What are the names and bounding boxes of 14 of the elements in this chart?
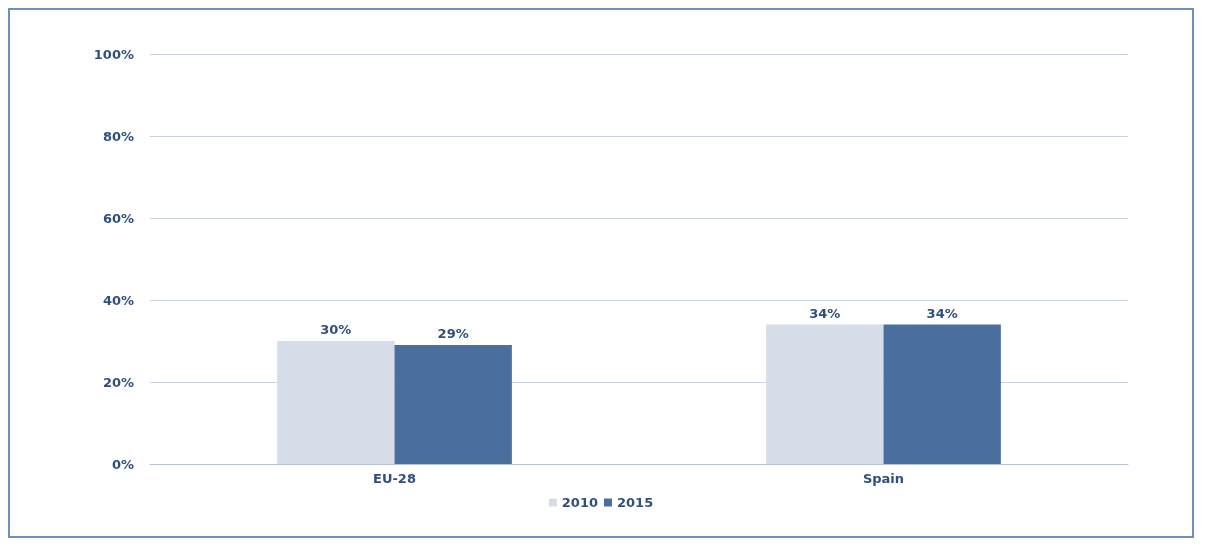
x-tick-label: Spain (862, 471, 905, 486)
y-tick-label: 40% (102, 292, 134, 308)
legend-label: 2010 (561, 495, 599, 510)
y-tick-label: 20% (102, 374, 134, 390)
y-tick-label: 60% (102, 210, 134, 226)
data-label: 34% (926, 305, 958, 321)
data-label: 34% (809, 305, 841, 321)
y-tick-label: 0% (111, 456, 134, 472)
data-label: 30% (320, 322, 352, 337)
y-tick-label: 100% (93, 46, 134, 62)
x-tick-label: EU-28 (373, 471, 416, 486)
legend-label: 2015 (617, 495, 654, 510)
data-label: 29% (437, 326, 469, 342)
y-tick-label: 80% (102, 128, 134, 144)
